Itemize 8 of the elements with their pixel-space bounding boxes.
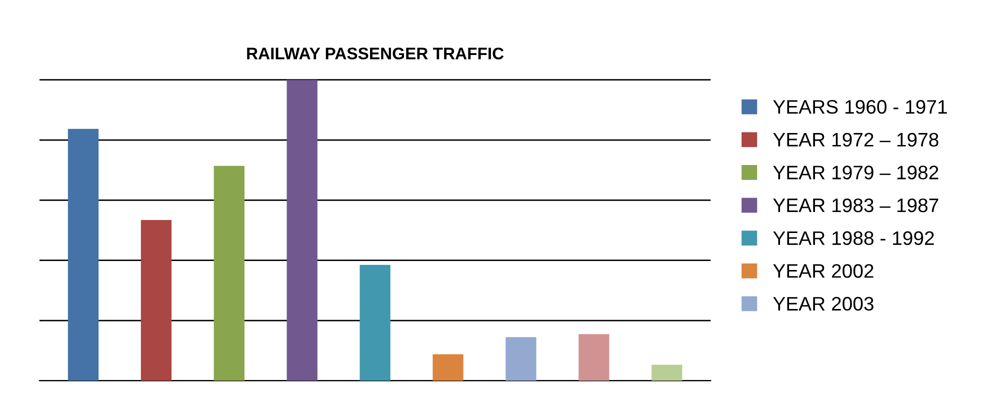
chart-title: RAILWAY PASSENGER TRAFFIC [247,48,504,60]
legend-label: YEAR 1988 - 1992 [773,231,934,246]
legend-label: YEAR 1983 – 1987 [773,198,938,212]
legend-label: YEAR 1972 – 1978 [773,132,938,147]
legend-label: YEAR 2003 [773,296,874,311]
legend-label: YEARS 1960 - 1971 [773,100,947,114]
legend-label: YEAR 2002 [773,264,874,278]
legend-label: YEAR 1979 – 1982 [773,166,938,180]
